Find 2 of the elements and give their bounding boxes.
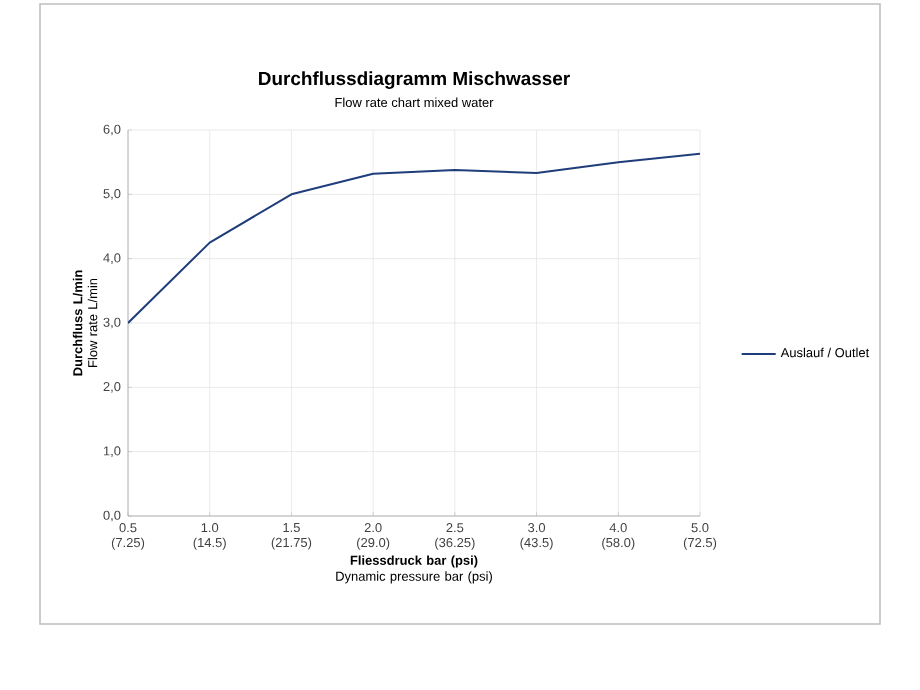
chart-title: Durchflussdiagramm Mischwasser xyxy=(259,71,570,89)
line-series xyxy=(128,152,700,324)
